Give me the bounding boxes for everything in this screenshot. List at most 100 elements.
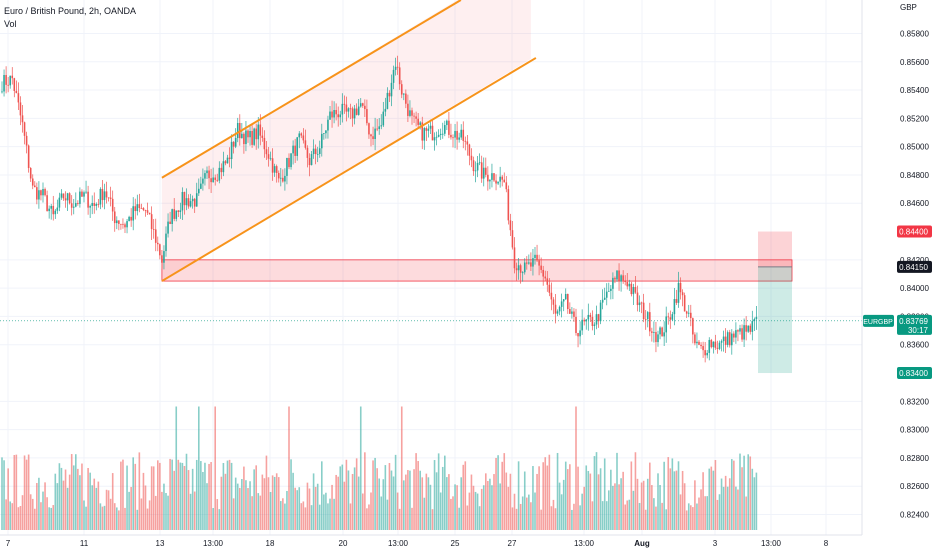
candle-body xyxy=(64,198,67,201)
candle-body xyxy=(739,328,741,332)
candle-body xyxy=(105,191,108,198)
volume-bar xyxy=(640,482,643,530)
candle-body xyxy=(265,149,268,155)
volume-bar xyxy=(679,494,682,530)
volume-bar xyxy=(380,496,383,530)
volume-bar xyxy=(128,491,130,530)
candle-body xyxy=(273,166,276,173)
volume-bar xyxy=(87,467,89,530)
candle-body xyxy=(15,90,18,94)
volume-bar xyxy=(366,508,368,530)
candle-body xyxy=(460,129,462,138)
volume-bar xyxy=(130,486,132,530)
candle-body xyxy=(353,108,356,119)
candle-body xyxy=(421,122,424,141)
candle-body xyxy=(692,318,694,335)
volume-bar xyxy=(464,461,467,530)
volume-bar xyxy=(595,452,598,530)
candle-body xyxy=(636,292,639,306)
candle-body xyxy=(232,141,235,147)
volume-bar xyxy=(300,503,303,530)
candle-body xyxy=(220,167,223,173)
candle-body xyxy=(9,75,11,86)
volume-bar xyxy=(72,465,75,530)
volume-bar xyxy=(667,457,670,530)
volume-bar xyxy=(669,468,672,530)
candle-body xyxy=(427,128,430,131)
candle-body xyxy=(228,157,231,160)
candle-body xyxy=(591,316,594,326)
volume-bar xyxy=(355,458,358,530)
candle-body xyxy=(409,110,411,116)
candle-body xyxy=(154,229,157,243)
volume-bar xyxy=(302,501,305,530)
volume-bar xyxy=(724,475,727,530)
volume-bar xyxy=(15,454,18,530)
price-tick-label: 0.82400 xyxy=(900,511,929,520)
volume-bar xyxy=(409,470,411,530)
candle-body xyxy=(456,130,458,140)
candle-body xyxy=(95,204,98,206)
candle-body xyxy=(241,133,243,139)
candle-body xyxy=(259,124,262,136)
candle-body xyxy=(589,314,592,317)
volume-bar xyxy=(118,510,120,530)
volume-bar xyxy=(177,459,180,530)
candle-body xyxy=(79,191,81,204)
volume-bar xyxy=(659,485,661,530)
volume-bar xyxy=(630,461,633,530)
candle-body xyxy=(206,170,208,174)
volume-bar xyxy=(394,454,397,530)
candle-body xyxy=(620,275,622,282)
volume-bar xyxy=(683,483,686,530)
target-badge-label: 0.84400 xyxy=(899,228,928,237)
candle-body xyxy=(175,210,178,219)
candle-body xyxy=(476,162,479,171)
price-axis[interactable]: GBP 0.85800 0.85600 0.85400 0.85200 0.85000 0.… xyxy=(861,0,932,550)
volume-bar xyxy=(46,497,48,530)
volume-bar xyxy=(628,499,631,530)
volume-bar xyxy=(466,505,469,530)
candle-body xyxy=(513,247,516,269)
volume-bar xyxy=(134,463,137,530)
volume-bar xyxy=(538,466,540,530)
volume-bar xyxy=(193,491,196,530)
candle-body xyxy=(724,336,727,345)
candle-body xyxy=(17,93,20,103)
candle-body xyxy=(698,341,700,345)
volume-bar xyxy=(269,491,272,530)
candle-body xyxy=(663,332,665,337)
volume-bar xyxy=(511,507,514,530)
time-axis[interactable]: 7 11 13 13:00 18 20 13:00 25 27 13:00 Aug 3 13:00 8 xyxy=(0,534,862,548)
candle-body xyxy=(58,197,61,208)
volume-bar xyxy=(239,487,241,530)
volume-bar xyxy=(212,508,214,530)
candle-body xyxy=(113,211,116,224)
candle-body xyxy=(280,177,282,179)
symbol-title[interactable]: Euro / British Pound, 2h, OANDA xyxy=(4,6,137,16)
candle-body xyxy=(3,74,5,92)
candle-body xyxy=(224,161,227,164)
price-axis-bg xyxy=(862,0,932,550)
volume-bar xyxy=(169,458,171,530)
volume-bar xyxy=(280,501,282,530)
candle-body xyxy=(413,115,415,117)
volume-bar xyxy=(138,452,141,530)
candle-body xyxy=(528,262,530,264)
candle-body xyxy=(122,223,124,225)
volume-label[interactable]: Vol xyxy=(4,19,17,29)
candle-body xyxy=(364,105,366,110)
volume-bar xyxy=(3,460,5,530)
candle-body xyxy=(733,333,735,338)
volume-bar xyxy=(663,461,665,530)
candle-body xyxy=(144,210,147,211)
candle-body xyxy=(165,233,167,252)
candle-body xyxy=(671,314,674,320)
candle-body xyxy=(646,312,649,320)
candle-body xyxy=(243,133,245,145)
candle-body xyxy=(372,136,374,140)
candle-body xyxy=(97,204,100,205)
symbol-badge-bg xyxy=(863,314,894,327)
candle-body xyxy=(124,224,126,228)
